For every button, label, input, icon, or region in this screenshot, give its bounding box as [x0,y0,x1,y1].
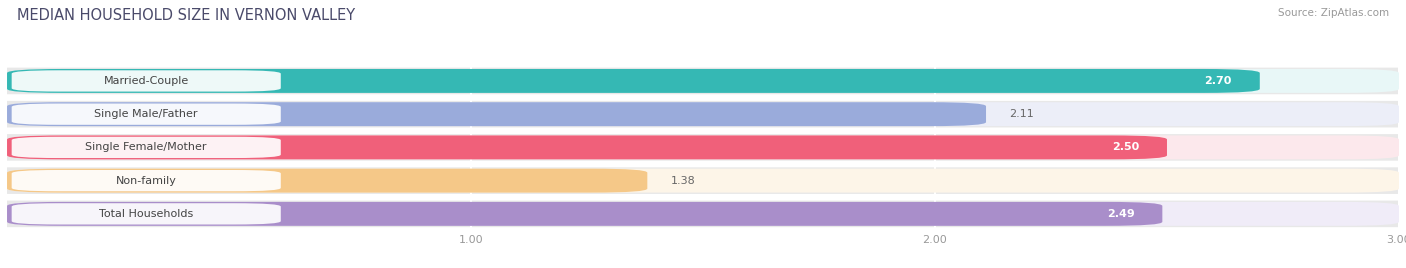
FancyBboxPatch shape [7,135,1399,159]
FancyBboxPatch shape [7,102,986,126]
FancyBboxPatch shape [7,134,1399,161]
FancyBboxPatch shape [7,169,647,193]
FancyBboxPatch shape [11,137,281,158]
FancyBboxPatch shape [7,69,1399,93]
FancyBboxPatch shape [7,200,1399,227]
Text: MEDIAN HOUSEHOLD SIZE IN VERNON VALLEY: MEDIAN HOUSEHOLD SIZE IN VERNON VALLEY [17,8,354,23]
FancyBboxPatch shape [7,68,1399,94]
Text: 2.70: 2.70 [1205,76,1232,86]
Text: Source: ZipAtlas.com: Source: ZipAtlas.com [1278,8,1389,18]
Text: 2.49: 2.49 [1107,209,1135,219]
FancyBboxPatch shape [7,102,1399,126]
Text: Married-Couple: Married-Couple [104,76,188,86]
FancyBboxPatch shape [7,202,1399,226]
FancyBboxPatch shape [11,170,281,191]
Text: Total Households: Total Households [98,209,194,219]
Text: 2.11: 2.11 [1010,109,1033,119]
FancyBboxPatch shape [11,103,281,125]
FancyBboxPatch shape [7,169,1399,193]
FancyBboxPatch shape [11,203,281,225]
Text: 1.38: 1.38 [671,176,696,186]
FancyBboxPatch shape [11,70,281,92]
Text: 2.50: 2.50 [1112,142,1139,152]
Text: Single Female/Mother: Single Female/Mother [86,142,207,152]
Text: Single Male/Father: Single Male/Father [94,109,198,119]
FancyBboxPatch shape [7,167,1399,194]
FancyBboxPatch shape [7,69,1260,93]
FancyBboxPatch shape [7,202,1163,226]
FancyBboxPatch shape [7,101,1399,128]
FancyBboxPatch shape [7,135,1167,159]
Text: Non-family: Non-family [115,176,177,186]
